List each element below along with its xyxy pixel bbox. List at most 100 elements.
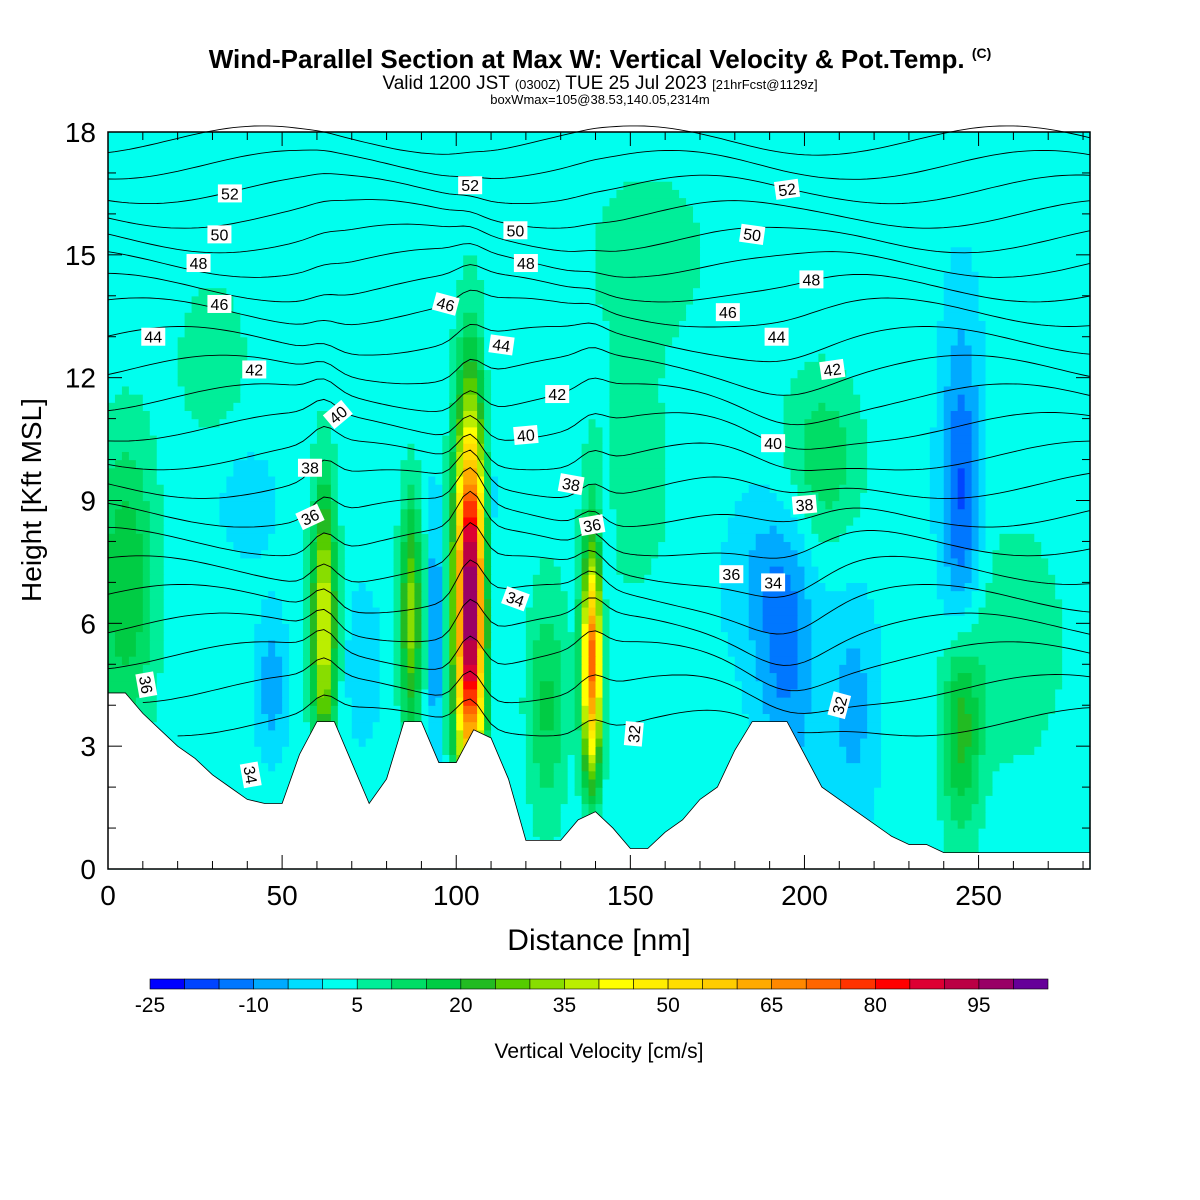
velocity-cell bbox=[532, 828, 562, 837]
colorbar-swatch bbox=[771, 978, 807, 990]
velocity-cell bbox=[957, 721, 973, 731]
velocity-cell bbox=[985, 688, 1056, 698]
velocity-cell bbox=[943, 819, 959, 829]
velocity-cell bbox=[456, 566, 464, 575]
velocity-cell bbox=[484, 287, 597, 297]
velocity-cell bbox=[463, 557, 478, 567]
velocity-cell bbox=[149, 508, 165, 518]
velocity-cell bbox=[936, 778, 945, 788]
velocity-cell bbox=[337, 729, 353, 739]
velocity-cell bbox=[783, 533, 806, 543]
velocity-cell bbox=[142, 598, 151, 608]
velocity-cell bbox=[595, 582, 604, 592]
velocity-cell bbox=[943, 828, 980, 837]
velocity-cell bbox=[351, 713, 381, 723]
contour-label-text: 42 bbox=[548, 387, 566, 404]
velocity-cell bbox=[428, 582, 443, 592]
velocity-cell bbox=[936, 402, 945, 412]
theta-contour bbox=[107, 467, 1091, 528]
velocity-cell bbox=[142, 623, 151, 633]
velocity-cell bbox=[463, 369, 478, 379]
velocity-cell bbox=[108, 598, 144, 608]
contour-label: 32 bbox=[623, 721, 645, 747]
velocity-cell bbox=[943, 312, 980, 321]
velocity-cell bbox=[567, 778, 576, 788]
velocity-cell bbox=[108, 295, 193, 305]
terrain-mask bbox=[107, 692, 1091, 870]
velocity-cell bbox=[156, 705, 255, 715]
velocity-cell bbox=[456, 615, 464, 624]
velocity-cell bbox=[525, 664, 534, 674]
velocity-cell bbox=[978, 729, 987, 739]
contour-label: 52 bbox=[458, 176, 483, 195]
velocity-cell bbox=[240, 312, 457, 321]
velocity-cell bbox=[867, 590, 938, 600]
velocity-cell bbox=[936, 795, 952, 805]
velocity-cell bbox=[393, 639, 402, 649]
velocity-cell bbox=[602, 574, 624, 583]
velocity-cell bbox=[602, 533, 618, 543]
velocity-cell bbox=[337, 631, 346, 641]
velocity-cell bbox=[839, 418, 868, 428]
velocity-cell bbox=[1055, 582, 1091, 592]
velocity-cell bbox=[254, 713, 269, 723]
velocity-cell bbox=[595, 484, 604, 493]
velocity-cell bbox=[539, 778, 555, 788]
velocity-cell bbox=[316, 631, 332, 641]
velocity-cell bbox=[971, 778, 980, 788]
velocity-cell bbox=[936, 803, 952, 813]
velocity-cell bbox=[588, 418, 597, 428]
velocity-cell bbox=[400, 459, 423, 469]
vertical-velocity-field bbox=[108, 132, 1091, 870]
velocity-cell bbox=[1062, 615, 1091, 624]
velocity-cell bbox=[484, 549, 492, 559]
velocity-cell bbox=[950, 484, 959, 493]
velocity-cell bbox=[623, 181, 673, 190]
velocity-cell bbox=[463, 656, 478, 665]
velocity-cell bbox=[442, 566, 450, 575]
velocity-cell bbox=[588, 705, 597, 715]
velocity-cell bbox=[881, 697, 938, 706]
velocity-cell bbox=[776, 680, 799, 690]
velocity-cell bbox=[588, 647, 597, 657]
velocity-cell bbox=[121, 451, 130, 461]
velocity-cell bbox=[414, 574, 423, 583]
velocity-cell bbox=[971, 508, 980, 518]
velocity-cell bbox=[463, 598, 478, 608]
velocity-cell bbox=[463, 312, 478, 321]
velocity-cell bbox=[108, 680, 144, 690]
velocity-cell bbox=[442, 639, 450, 649]
velocity-cell bbox=[567, 770, 576, 780]
velocity-cell bbox=[985, 385, 1091, 395]
theta-contour bbox=[107, 490, 1091, 559]
velocity-cell bbox=[797, 623, 813, 633]
velocity-cell bbox=[407, 623, 416, 633]
velocity-cell bbox=[491, 475, 499, 485]
velocity-cell bbox=[316, 508, 332, 518]
velocity-cell bbox=[463, 582, 478, 592]
velocity-cell bbox=[247, 361, 450, 371]
velocity-cell bbox=[407, 672, 416, 682]
velocity-cell bbox=[602, 647, 611, 657]
velocity-cell bbox=[491, 426, 590, 436]
velocity-cell bbox=[149, 541, 165, 551]
velocity-cell bbox=[609, 500, 666, 510]
velocity-cell bbox=[379, 623, 395, 633]
velocity-cell bbox=[407, 680, 416, 690]
velocity-cell bbox=[463, 533, 478, 543]
velocity-cell bbox=[309, 623, 318, 633]
velocity-cell bbox=[449, 361, 457, 371]
velocity-cell bbox=[330, 410, 450, 420]
velocity-cell bbox=[477, 606, 485, 616]
velocity-cell bbox=[484, 623, 492, 633]
velocity-cell bbox=[950, 713, 959, 723]
velocity-cell bbox=[282, 688, 290, 698]
velocity-cell bbox=[491, 631, 527, 641]
velocity-cell bbox=[393, 680, 402, 690]
velocity-cell bbox=[484, 394, 492, 403]
velocity-cell bbox=[477, 680, 485, 690]
velocity-cell bbox=[602, 803, 764, 813]
velocity-cell bbox=[477, 672, 485, 682]
velocity-cell bbox=[839, 705, 868, 715]
